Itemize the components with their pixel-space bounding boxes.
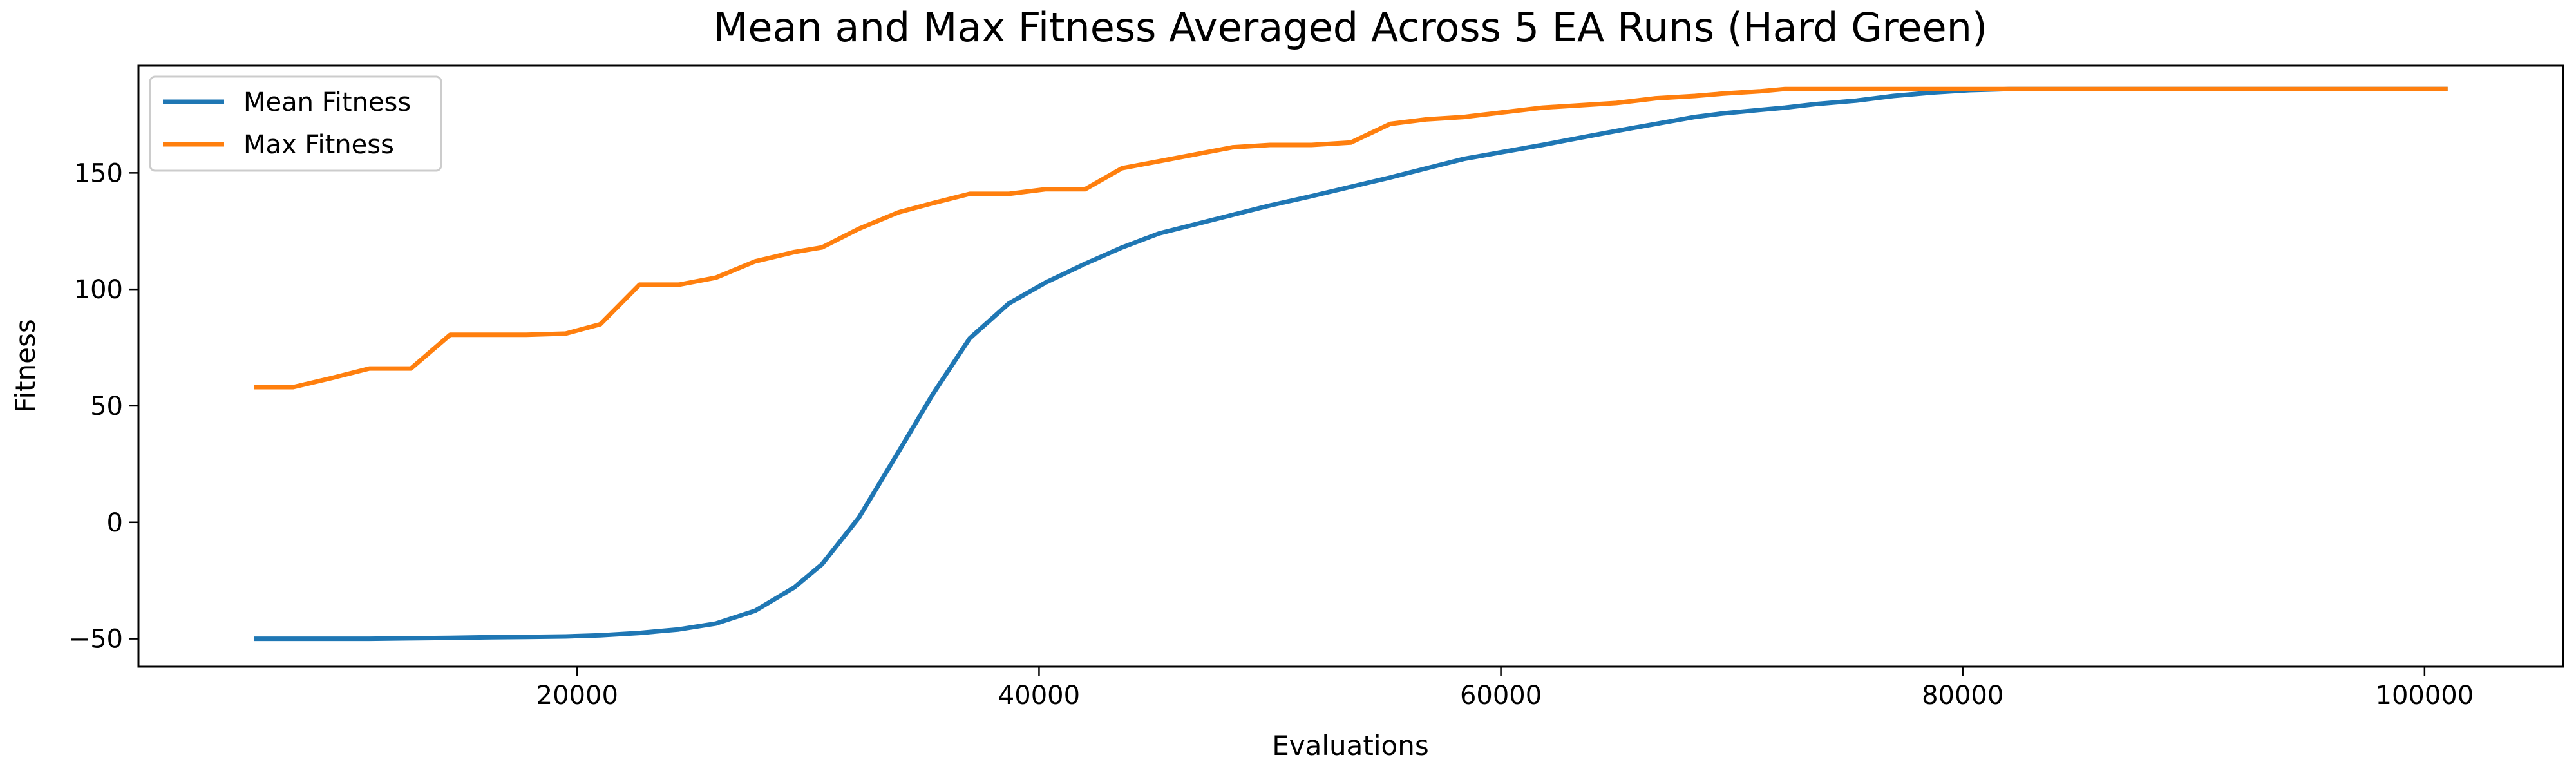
- y-tick-label: 100: [74, 275, 123, 305]
- legend-label-mean-fitness: Mean Fitness: [243, 88, 411, 117]
- x-tick-label: 40000: [998, 681, 1080, 711]
- x-axis: 20000 40000 60000 80000 100000: [536, 667, 2474, 711]
- x-axis-label: Evaluations: [1272, 730, 1429, 761]
- x-tick-label: 60000: [1460, 681, 1542, 711]
- y-tick-label: 150: [74, 158, 123, 188]
- series-line-max-fitness: [254, 86, 2448, 390]
- x-tick-label: 20000: [536, 681, 618, 711]
- legend: Mean Fitness Max Fitness: [149, 75, 442, 172]
- chart-title: Mean and Max Fitness Averaged Across 5 E…: [714, 4, 1987, 51]
- y-tick-label: 0: [107, 508, 123, 538]
- x-tick-label: 100000: [2376, 681, 2474, 711]
- y-axis: −50 0 50 100 150: [69, 158, 138, 654]
- y-tick-label: −50: [69, 625, 123, 654]
- x-tick-label: 80000: [1922, 681, 2003, 711]
- y-axis-label: Fitness: [10, 319, 41, 412]
- series-line-mean-fitness: [254, 86, 2448, 642]
- legend-label-max-fitness: Max Fitness: [243, 130, 394, 160]
- y-tick-label: 50: [90, 392, 123, 421]
- plot-series: [254, 86, 2448, 642]
- plot-frame: [137, 64, 2564, 668]
